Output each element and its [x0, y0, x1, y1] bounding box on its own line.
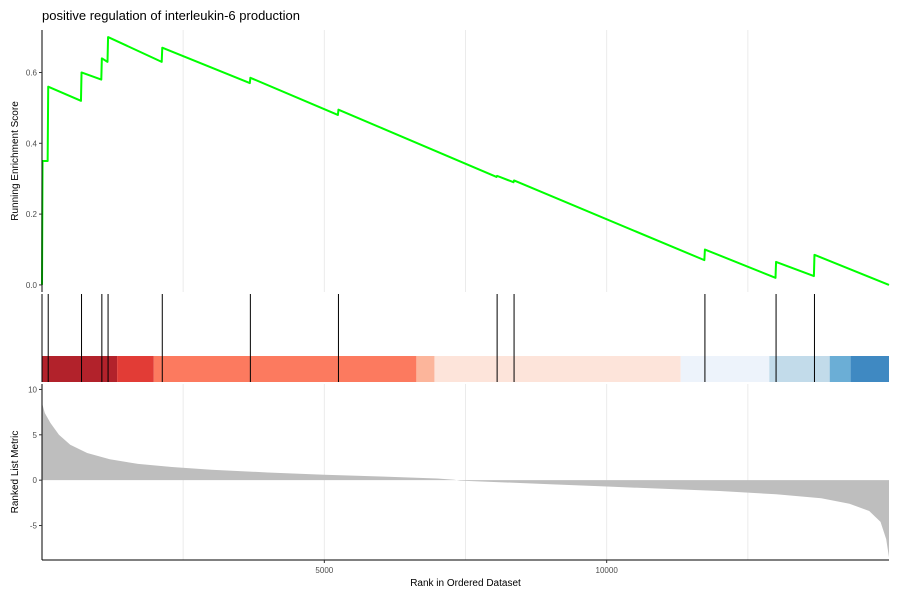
chart-title: positive regulation of interleukin-6 pro… — [42, 8, 300, 23]
rank-color-band — [42, 356, 118, 382]
rank-color-band — [680, 356, 770, 382]
x-tick-label: 10000 — [596, 566, 619, 575]
y-tick-label: 0.6 — [26, 68, 38, 77]
y-axis-label-enrichment: Running Enrichment Score — [10, 101, 21, 221]
y-tick-label: 5 — [33, 431, 38, 440]
y-tick-label: -5 — [30, 522, 38, 531]
rank-color-band — [117, 356, 154, 382]
ranked-metric-area — [42, 403, 889, 558]
rank-color-band — [850, 356, 889, 382]
y-tick-label: 10 — [28, 385, 37, 394]
rank-color-band — [153, 356, 417, 382]
rank-color-band — [416, 356, 435, 382]
enrichment-score-line — [41, 36, 890, 286]
y-tick-label: 0 — [33, 476, 38, 485]
y-tick-label: 0.0 — [26, 281, 38, 290]
rank-color-band — [769, 356, 830, 382]
rank-color-band — [434, 356, 681, 382]
y-axis-label-ranked: Ranked List Metric — [10, 431, 21, 514]
x-axis-label: Rank in Ordered Dataset — [410, 578, 521, 589]
y-tick-label: 0.4 — [26, 139, 38, 148]
rank-color-band — [829, 356, 851, 382]
x-tick-label: 5000 — [315, 566, 333, 575]
y-tick-label: 0.2 — [26, 210, 38, 219]
